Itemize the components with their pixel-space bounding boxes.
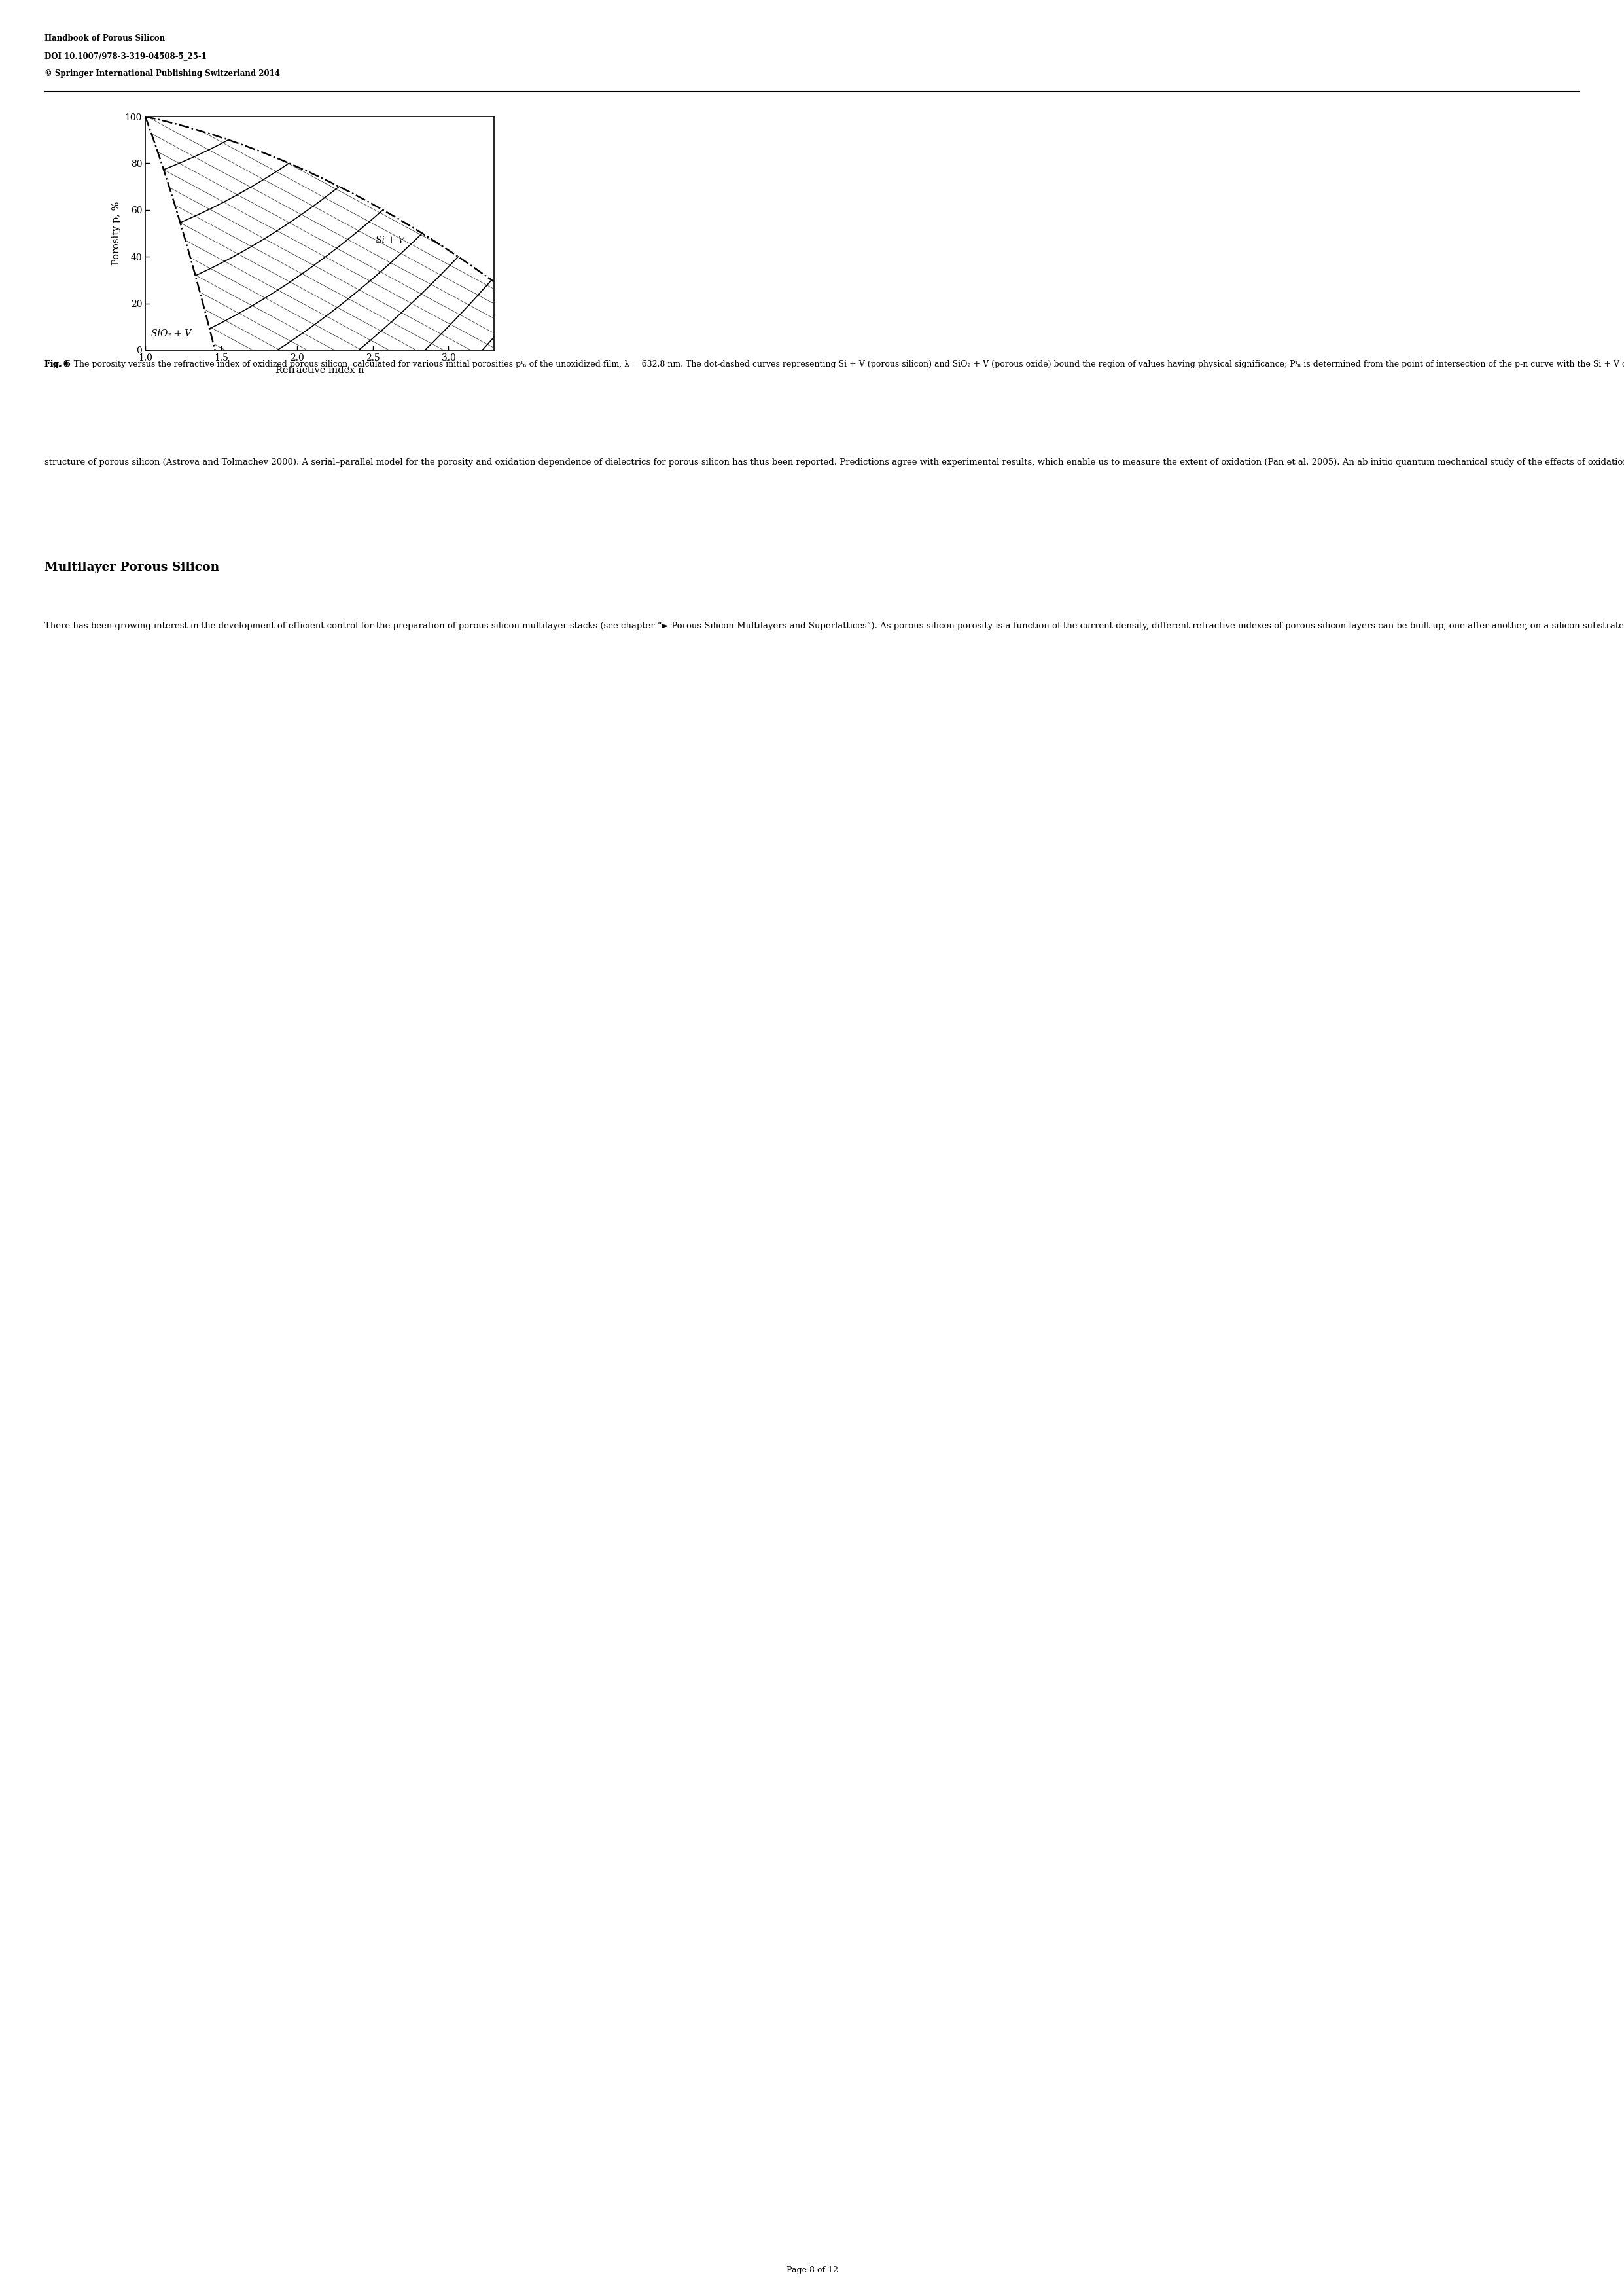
Text: SiO₂ + V: SiO₂ + V	[151, 328, 192, 338]
Text: There has been growing interest in the development of efficient control for the : There has been growing interest in the d…	[44, 622, 1624, 631]
Text: Handbook of Porous Silicon: Handbook of Porous Silicon	[44, 34, 166, 44]
Text: Si + V: Si + V	[375, 236, 404, 246]
Text: Fig. 6: Fig. 6	[44, 360, 70, 367]
Y-axis label: Porosity p, %: Porosity p, %	[112, 202, 122, 266]
X-axis label: Refractive index n: Refractive index n	[274, 365, 364, 374]
Text: Page 8 of 12: Page 8 of 12	[786, 2266, 838, 2275]
Text: Multilayer Porous Silicon: Multilayer Porous Silicon	[44, 563, 219, 574]
Text: © Springer International Publishing Switzerland 2014: © Springer International Publishing Swit…	[44, 69, 279, 78]
Text: structure of porous silicon (Astrova and Tolmachev 2000). A serial–parallel mode: structure of porous silicon (Astrova and…	[44, 459, 1624, 466]
Text: Fig. 6  The porosity versus the refractive index of oxidized porous silicon, cal: Fig. 6 The porosity versus the refractiv…	[44, 360, 1624, 367]
Text: DOI 10.1007/978-3-319-04508-5_25-1: DOI 10.1007/978-3-319-04508-5_25-1	[44, 53, 206, 60]
